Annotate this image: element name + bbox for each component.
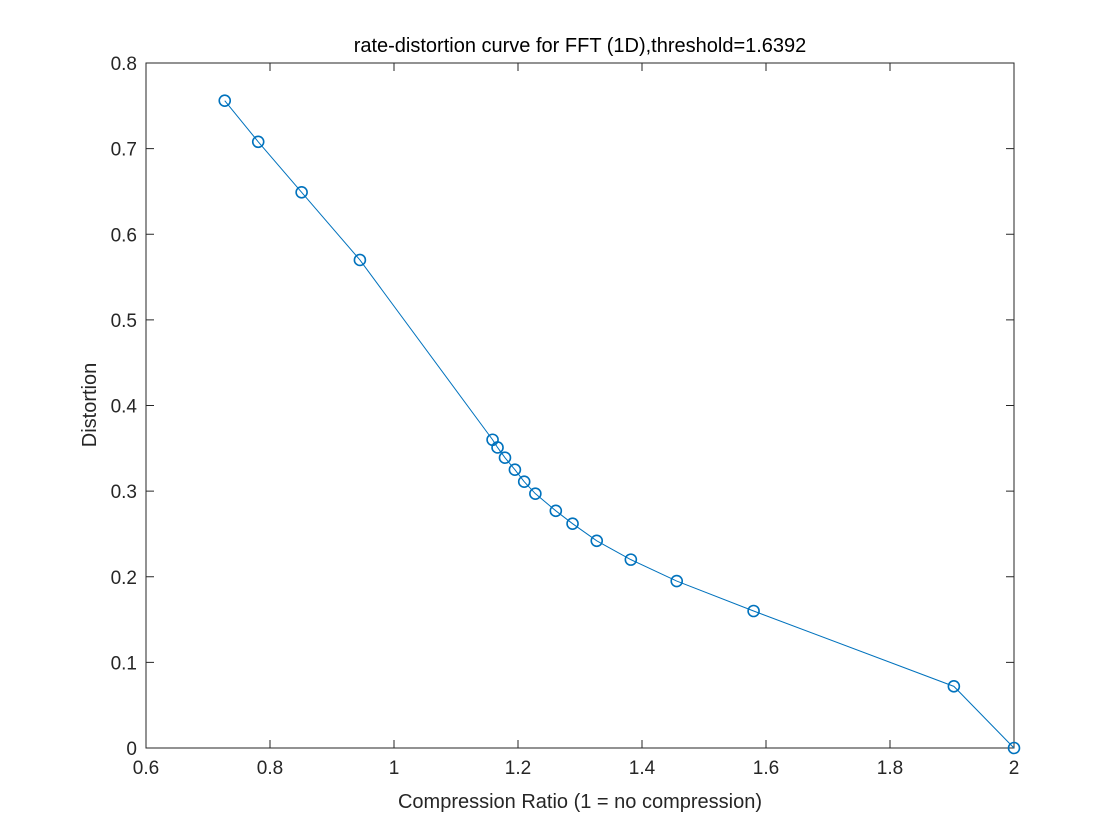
y-tick-label: 0.3 <box>111 482 137 503</box>
chart-title: rate-distortion curve for FFT (1D),thres… <box>354 35 807 57</box>
data-point-marker <box>549 504 563 518</box>
axes-frame <box>145 62 1015 749</box>
y-tick-label: 0.4 <box>111 397 138 418</box>
data-point-marker <box>624 553 638 566</box>
y-tick-label: 0.5 <box>111 311 137 332</box>
data-point-marker <box>947 680 961 693</box>
x-axis: 0.6 0.8 1 1.2 1.4 1.6 1.8 2 <box>133 63 1020 779</box>
y-tick-label: 0 <box>126 739 137 760</box>
data-point-marker <box>747 604 760 618</box>
y-axis-title: Distortion <box>79 363 101 447</box>
x-tick-label: 0.8 <box>257 758 283 779</box>
data-point-marker <box>353 253 367 267</box>
y-tick-label: 0.6 <box>111 225 137 246</box>
x-tick-label: 1.6 <box>753 758 779 779</box>
x-tick-label: 1.4 <box>629 758 656 779</box>
x-tick-label: 1 <box>389 758 400 779</box>
data-point-marker <box>251 135 265 149</box>
y-tick-label: 0.7 <box>111 140 137 161</box>
y-tick-label: 0.1 <box>111 653 137 674</box>
data-point-marker <box>295 185 308 199</box>
data-point-marker <box>517 475 531 489</box>
data-point-marker <box>491 441 504 454</box>
data-point-marker <box>218 94 232 107</box>
data-point-marker <box>508 463 522 477</box>
x-axis-title: Compression Ratio (1 = no compression) <box>398 791 762 813</box>
y-tick-label: 0.8 <box>111 54 137 75</box>
y-axis: 0 0.1 0.2 0.3 0.4 0.5 0.6 0.7 0.8 <box>111 54 1014 760</box>
y-tick-label: 0.2 <box>111 568 137 589</box>
data-point-marker <box>529 487 542 500</box>
plot-series <box>218 94 1021 755</box>
data-point-marker <box>566 517 579 530</box>
x-tick-label: 1.2 <box>505 758 531 779</box>
series-line <box>224 100 1015 749</box>
x-tick-label: 0.6 <box>133 758 159 779</box>
data-point-marker <box>670 574 684 588</box>
data-point-marker <box>1007 741 1021 755</box>
x-tick-label: 1.8 <box>877 758 903 779</box>
data-point-marker <box>498 451 512 465</box>
axes-box <box>145 62 1015 749</box>
x-tick-label: 2 <box>1009 758 1020 779</box>
data-point-marker <box>590 534 604 548</box>
